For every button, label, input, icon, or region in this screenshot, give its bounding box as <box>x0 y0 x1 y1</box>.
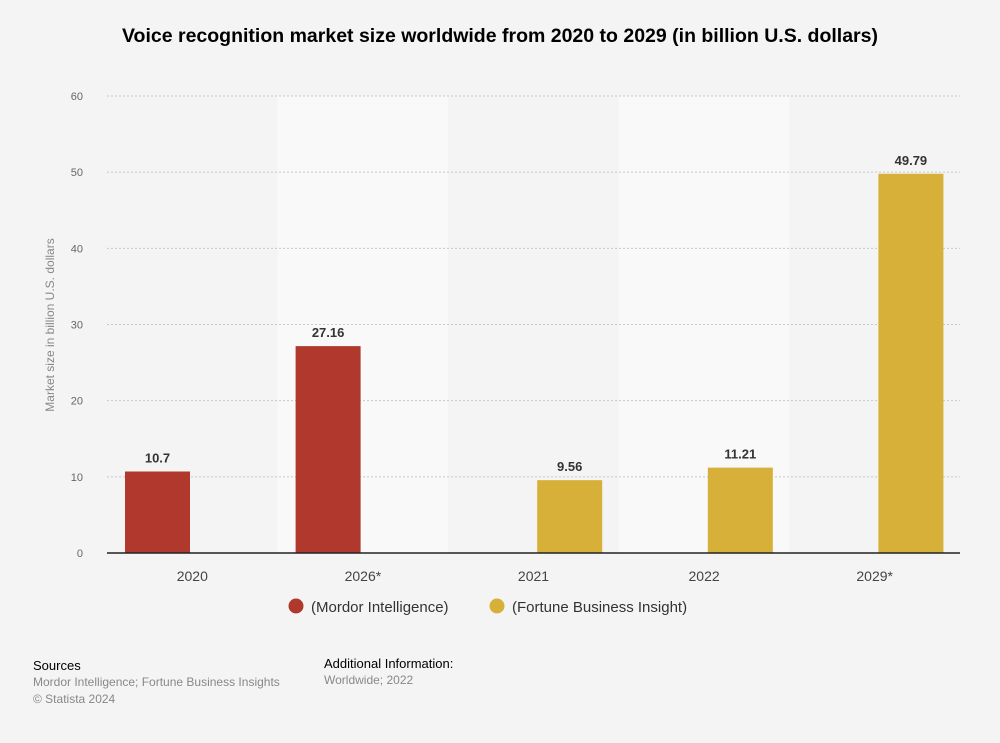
data-label: 11.21 <box>724 447 756 462</box>
x-tick-label: 2026* <box>345 568 382 584</box>
sources-text[interactable]: Mordor Intelligence; Fortune Business In… <box>33 675 280 689</box>
copyright: © Statista 2024 <box>33 692 116 706</box>
y-axis-label: Market size in billion U.S. dollars <box>43 238 57 411</box>
data-label: 9.56 <box>557 459 582 474</box>
x-tick-label: 2029* <box>856 568 893 584</box>
y-tick-label: 60 <box>71 91 83 103</box>
y-tick-label: 20 <box>71 396 83 408</box>
bar <box>878 173 944 553</box>
additional-info-heading: Additional Information: <box>324 656 454 671</box>
y-tick-label: 40 <box>71 243 83 255</box>
x-tick-label: 2022 <box>689 568 720 584</box>
legend-marker <box>288 598 304 614</box>
sources-heading: Sources <box>33 658 81 673</box>
y-tick-label: 30 <box>71 320 83 332</box>
y-tick-label: 10 <box>71 472 83 484</box>
bar <box>125 471 190 553</box>
x-tick-label: 2020 <box>177 568 208 584</box>
sources-block: Sources Mordor Intelligence; Fortune Bus… <box>33 657 280 708</box>
legend-label: (Fortune Business Insight) <box>512 599 687 616</box>
x-tick-label: 2021 <box>518 568 549 584</box>
y-tick-label: 0 <box>77 548 83 560</box>
data-label: 10.7 <box>145 451 170 466</box>
bar <box>295 346 361 553</box>
chart-title: Voice recognition market size worldwide … <box>122 25 878 47</box>
additional-info-text: Worldwide; 2022 <box>324 673 414 687</box>
bar <box>707 467 773 553</box>
additional-info-block: Additional Information: Worldwide; 2022 <box>324 655 453 689</box>
data-label: 27.16 <box>312 325 345 340</box>
legend-marker <box>489 598 505 614</box>
data-label: 49.79 <box>895 153 928 168</box>
legend-label: (Mordor Intelligence) <box>311 599 449 616</box>
y-tick-label: 50 <box>71 167 83 179</box>
bar <box>537 480 603 553</box>
